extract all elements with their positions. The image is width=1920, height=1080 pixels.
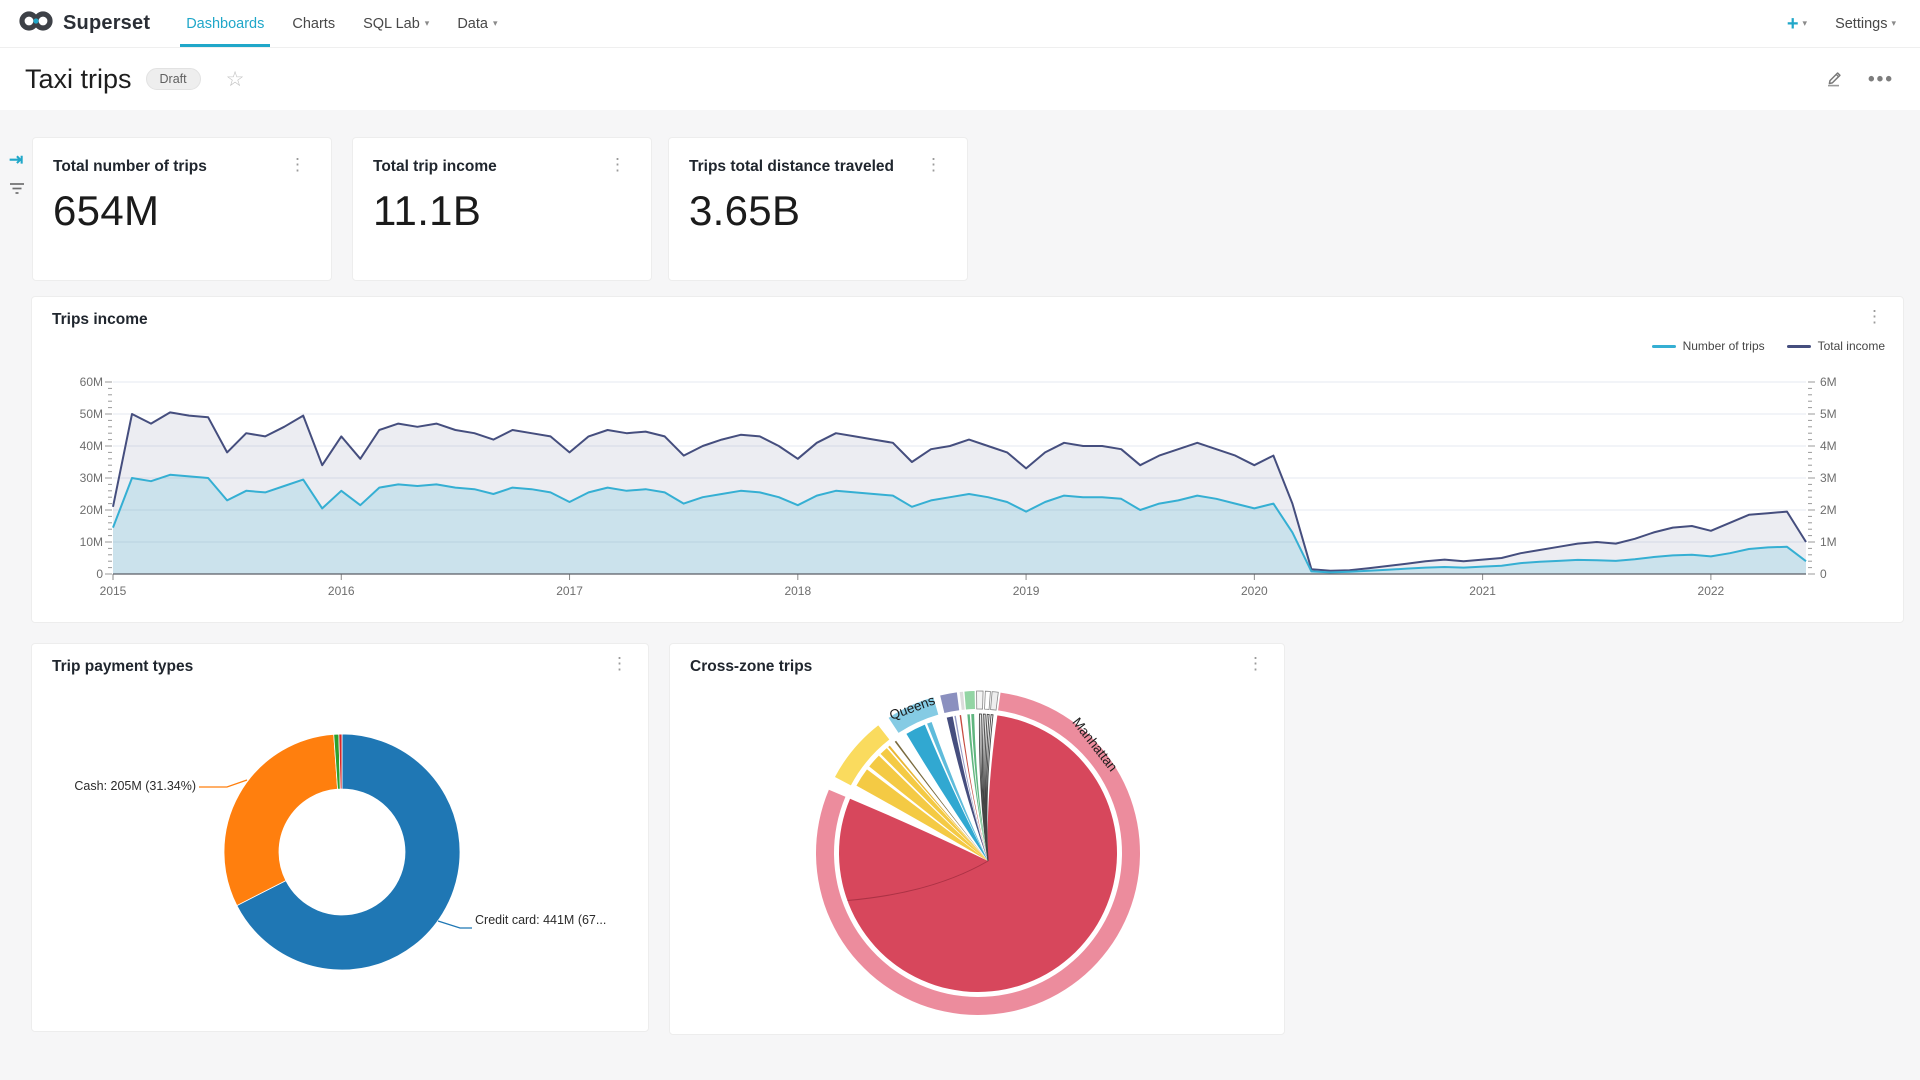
svg-text:2M: 2M: [1820, 503, 1837, 517]
settings-menu[interactable]: Settings ▾: [1835, 15, 1896, 32]
svg-text:40M: 40M: [80, 439, 103, 453]
kpi-card-total-distance: Trips total distance traveled ⋮ 3.65B: [668, 137, 968, 281]
nav-tab-charts[interactable]: Charts: [292, 15, 336, 32]
legend-item-total-income[interactable]: Total income: [1786, 339, 1885, 353]
main-nav: Dashboards Charts SQL Lab ▾ Data ▾: [172, 0, 511, 47]
svg-text:2021: 2021: [1469, 584, 1496, 598]
chevron-down-icon: ▾: [424, 18, 430, 28]
kpi-title: Trips total distance traveled: [689, 158, 895, 175]
svg-text:2020: 2020: [1241, 584, 1268, 598]
app-logo[interactable]: Superset: [18, 9, 150, 38]
svg-text:50M: 50M: [80, 407, 103, 421]
new-item-button[interactable]: + ▾: [1787, 14, 1807, 34]
svg-text:6M: 6M: [1820, 375, 1837, 389]
trips-income-chart: 60M 50M 40M 30M 20M 10M 0 6M 5M 4M 3M 2M 1M 0 2015 2016…: [80, 375, 1837, 598]
expand-filter-bar-icon[interactable]: ⇥: [9, 150, 24, 169]
legend-swatch: [1786, 344, 1811, 348]
edit-pencil-icon[interactable]: [1824, 67, 1844, 92]
kpi-value: 3.65B: [689, 186, 801, 234]
filter-icon[interactable]: [8, 180, 26, 201]
kpi-card-total-trips: Total number of trips ⋮ 654M: [32, 137, 332, 281]
status-badge: Draft: [145, 68, 201, 90]
svg-text:2018: 2018: [784, 584, 811, 598]
svg-text:4M: 4M: [1820, 439, 1837, 453]
panel-title: Cross-zone trips: [690, 658, 813, 675]
svg-text:2016: 2016: [328, 584, 355, 598]
svg-text:60M: 60M: [80, 375, 103, 389]
kpi-value: 654M: [53, 186, 160, 234]
legend-swatch: [1651, 344, 1676, 348]
page-title: Taxi trips: [25, 63, 132, 94]
chart-legend: Number of trips Total income: [1651, 339, 1885, 353]
kpi-card-trip-income: Total trip income ⋮ 11.1B: [352, 137, 652, 281]
donut-label-cash: Cash: 205M (31.34%): [74, 779, 196, 793]
kebab-menu-icon[interactable]: ⋮: [609, 155, 626, 174]
chevron-down-icon: ▾: [1891, 18, 1896, 28]
donut-label-credit-card: Credit card: 441M (67...: [475, 913, 607, 927]
legend-item-number-of-trips[interactable]: Number of trips: [1651, 339, 1765, 353]
svg-text:2019: 2019: [1013, 584, 1040, 598]
svg-text:1M: 1M: [1820, 535, 1837, 549]
panel-title: Trip payment types: [52, 658, 194, 675]
kpi-title: Total trip income: [373, 158, 497, 175]
svg-text:30M: 30M: [80, 471, 103, 485]
panel-trips-income: Trips income ⋮ Number of trips Total inc…: [31, 296, 1904, 623]
svg-text:0: 0: [1820, 567, 1827, 581]
panel-trip-payment-types: Trip payment types ⋮ Cash: 205M (31.34%)…: [31, 643, 649, 1032]
brand-name: Superset: [63, 12, 151, 34]
panel-title: Trips income: [52, 311, 148, 328]
favorite-star-icon[interactable]: ☆: [225, 67, 245, 91]
plus-icon: +: [1786, 12, 1799, 35]
svg-text:2022: 2022: [1698, 584, 1725, 598]
svg-text:2017: 2017: [556, 584, 583, 598]
nav-tab-dashboards[interactable]: Dashboards: [172, 0, 278, 47]
superset-infinity-icon: [18, 9, 54, 38]
svg-text:3M: 3M: [1820, 471, 1837, 485]
chevron-down-icon: ▾: [1802, 18, 1808, 28]
top-navbar: Superset Dashboards Charts SQL Lab ▾ Dat…: [0, 0, 1920, 48]
svg-text:0: 0: [96, 567, 103, 581]
more-options-icon[interactable]: •••: [1868, 68, 1894, 90]
kpi-title: Total number of trips: [53, 158, 207, 175]
svg-text:5M: 5M: [1820, 407, 1837, 421]
kebab-menu-icon[interactable]: ⋮: [1866, 307, 1883, 326]
svg-text:10M: 10M: [80, 535, 103, 549]
nav-right-actions: + ▾ Settings ▾: [1787, 14, 1896, 34]
kebab-menu-icon[interactable]: ⋮: [289, 155, 306, 174]
kebab-menu-icon[interactable]: ⋮: [611, 654, 628, 673]
svg-text:20M: 20M: [80, 503, 103, 517]
nav-tab-data[interactable]: Data ▾: [457, 15, 498, 32]
kebab-menu-icon[interactable]: ⋮: [925, 155, 942, 174]
kebab-menu-icon[interactable]: ⋮: [1247, 654, 1264, 673]
svg-text:2015: 2015: [100, 584, 127, 598]
dashboard-header: Taxi trips Draft ☆ •••: [0, 48, 1920, 110]
payment-types-donut-chart: [199, 733, 472, 971]
kpi-value: 11.1B: [373, 186, 482, 234]
chevron-down-icon: ▾: [492, 18, 498, 28]
panel-cross-zone-trips: Cross-zone trips ⋮ Manhattan Queens: [669, 643, 1285, 1035]
nav-tab-sql-lab[interactable]: SQL Lab ▾: [363, 15, 430, 32]
